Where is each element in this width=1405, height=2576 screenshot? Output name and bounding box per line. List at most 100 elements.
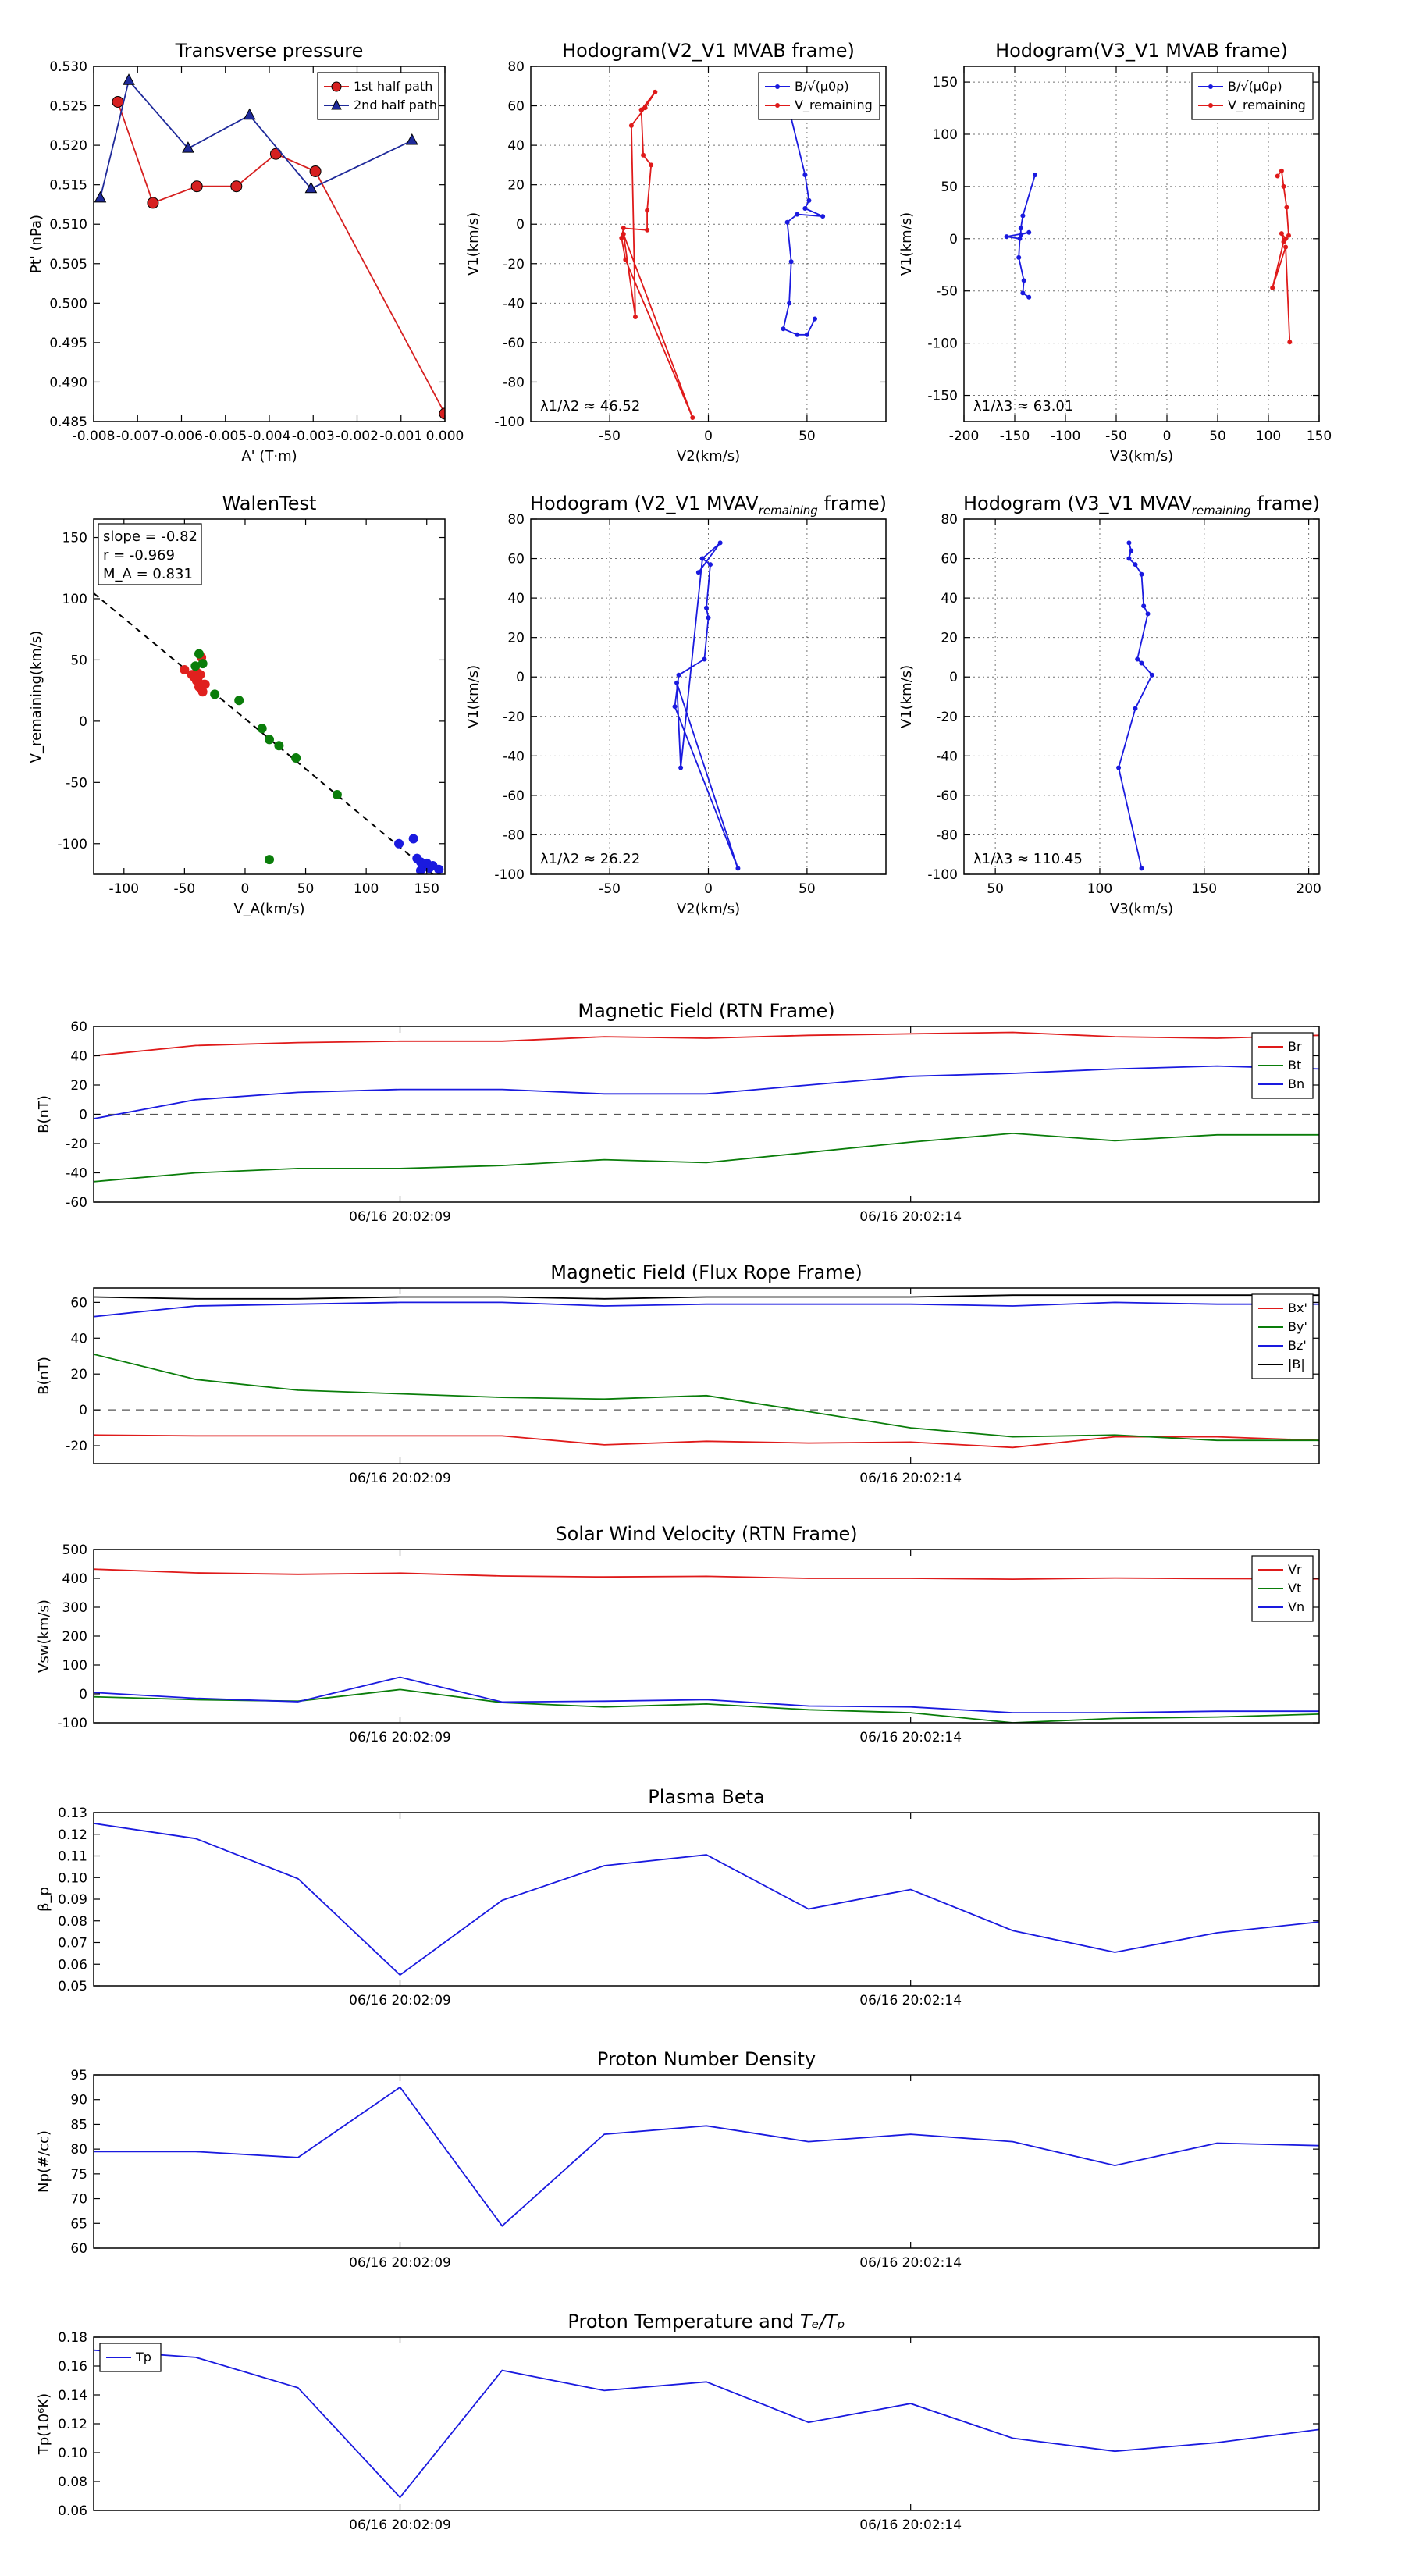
y-tick-label: 40 bbox=[507, 138, 525, 154]
x-tick-label: 50 bbox=[1209, 429, 1226, 444]
data-point bbox=[802, 206, 808, 211]
x-tick-label: 06/16 20:02:14 bbox=[859, 1209, 962, 1225]
legend-label: Vt bbox=[1288, 1581, 1301, 1596]
data-point bbox=[695, 570, 701, 575]
y-tick-label: -100 bbox=[57, 1716, 87, 1731]
x-tick-label: 150 bbox=[414, 881, 439, 897]
series-line-1 bbox=[1272, 169, 1291, 343]
y-tick-label: 60 bbox=[941, 552, 958, 568]
legend-label: B/√(μ0ρ) bbox=[1228, 79, 1282, 94]
data-point bbox=[813, 316, 817, 322]
x-tick-label: -0.008 bbox=[73, 429, 116, 444]
data-point bbox=[672, 704, 678, 710]
x-tick-label: 06/16 20:02:14 bbox=[859, 1993, 962, 2008]
data-point bbox=[1139, 660, 1144, 666]
data-point bbox=[269, 148, 282, 160]
plot-area bbox=[180, 649, 444, 874]
series-line-0 bbox=[94, 1434, 1319, 1449]
data-point bbox=[820, 214, 826, 219]
y-tick-label: 0.520 bbox=[49, 138, 87, 154]
y-axis-label: V1(km/s) bbox=[465, 665, 482, 728]
eigenvalue-ratio-annotation: λ1/λ2 ≈ 26.22 bbox=[540, 851, 640, 867]
data-point bbox=[190, 180, 203, 193]
title-text: Transverse pressure bbox=[175, 40, 364, 62]
data-point bbox=[653, 89, 658, 94]
magnetic-field-rtn-chart: 06/16 20:02:09 06/16 20:02:14 -60 -40 -20 0 20… bbox=[36, 1000, 1320, 1225]
x-tick-label: 0 bbox=[704, 429, 713, 444]
y-tick-label: 70 bbox=[70, 2192, 87, 2208]
data-point bbox=[699, 556, 705, 561]
y-tick-label: 85 bbox=[70, 2117, 87, 2133]
y-tick-label: -20 bbox=[503, 257, 525, 272]
x-tick-label: 06/16 20:02:09 bbox=[349, 2255, 451, 2271]
y-tick-label: -100 bbox=[494, 867, 525, 883]
legend-label: Vn bbox=[1288, 1599, 1304, 1614]
x-tick-label: 06/16 20:02:09 bbox=[349, 1993, 451, 2008]
y-axis-label: B(nT) bbox=[36, 1095, 52, 1133]
x-axis-label: V2(km/s) bbox=[677, 901, 740, 917]
y-tick-label: 0 bbox=[516, 670, 525, 685]
hodogram-v3v1-mvab-chart: -200 -150 -100 -50 0 50 100 150 -150 -100 -50 0 50 10… bbox=[898, 40, 1332, 464]
title-text: Hodogram(V3_V1 MVAB frame) bbox=[995, 40, 1288, 62]
y-tick-label: 0.490 bbox=[49, 375, 87, 390]
title-text: Hodogram (V3_V1 MVAV bbox=[963, 493, 1192, 514]
data-point bbox=[1004, 234, 1009, 240]
x-tick-label: 06/16 20:02:09 bbox=[349, 1209, 451, 1225]
y-tick-label: 95 bbox=[70, 2068, 87, 2083]
title-text: Solar Wind Velocity (RTN Frame) bbox=[555, 1523, 857, 1545]
data-point bbox=[200, 679, 210, 689]
data-point bbox=[649, 162, 654, 168]
y-tick-label: 0 bbox=[79, 714, 87, 730]
series-line-2 bbox=[94, 1301, 1319, 1318]
x-tick-label: -0.006 bbox=[160, 429, 203, 444]
y-tick-label: 0.525 bbox=[49, 99, 87, 115]
title-math: Tₑ/Tₚ bbox=[800, 2311, 845, 2332]
y-tick-label: 40 bbox=[507, 591, 525, 607]
y-axis-label: V1(km/s) bbox=[898, 665, 915, 728]
x-tick-label: -0.001 bbox=[379, 429, 422, 444]
data-point bbox=[1116, 765, 1122, 770]
y-tick-label: 0.09 bbox=[58, 1892, 87, 1908]
data-point bbox=[628, 123, 634, 128]
data-point bbox=[784, 219, 790, 225]
data-point bbox=[434, 864, 444, 874]
stats-line: slope = -0.82 bbox=[103, 528, 197, 545]
data-point bbox=[1129, 548, 1134, 553]
plot-area bbox=[672, 540, 741, 871]
y-tick-label: 80 bbox=[70, 2142, 87, 2158]
x-tick-label: -0.005 bbox=[204, 429, 247, 444]
data-point bbox=[243, 108, 256, 120]
legend-label: Bx' bbox=[1288, 1300, 1307, 1315]
data-point bbox=[1126, 556, 1132, 561]
data-point bbox=[703, 605, 709, 610]
hodogram-v2v1-mvav-chart: -50 0 50 -100 -80 -60 -40 -20 0 20 40 60 80 Hodogram … bbox=[465, 493, 887, 917]
legend-marker bbox=[1208, 103, 1213, 108]
y-tick-label: 0.515 bbox=[49, 178, 87, 194]
x-axis-label: V3(km/s) bbox=[1110, 448, 1173, 464]
data-point bbox=[180, 664, 190, 674]
plot-frame bbox=[530, 518, 887, 875]
y-tick-label: 0.12 bbox=[58, 1827, 87, 1843]
legend-label: V_remaining bbox=[795, 98, 873, 113]
data-point bbox=[1281, 239, 1286, 244]
y-tick-label: -20 bbox=[503, 710, 525, 725]
data-point bbox=[1033, 173, 1037, 178]
y-tick-label: 200 bbox=[62, 1629, 87, 1645]
data-point bbox=[304, 181, 318, 194]
y-tick-label: 0.06 bbox=[58, 2503, 87, 2519]
title-text-end: frame) bbox=[1251, 493, 1320, 514]
x-tick-label: 06/16 20:02:14 bbox=[859, 2255, 962, 2271]
plot-area bbox=[619, 89, 826, 420]
y-tick-label: 0.14 bbox=[58, 2388, 87, 2403]
y-tick-label: 50 bbox=[70, 653, 87, 668]
y-tick-label: 20 bbox=[70, 1078, 87, 1094]
y-tick-label: -20 bbox=[936, 710, 958, 725]
plot-frame bbox=[963, 66, 1320, 422]
y-tick-label: 60 bbox=[507, 99, 525, 115]
y-tick-label: -150 bbox=[927, 389, 958, 404]
title-subscript: remaining bbox=[759, 503, 818, 518]
chart-title: WalenTest bbox=[222, 493, 317, 514]
data-point bbox=[123, 73, 135, 85]
data-point bbox=[702, 656, 707, 662]
y-axis-label: Vsw(km/s) bbox=[36, 1599, 52, 1673]
